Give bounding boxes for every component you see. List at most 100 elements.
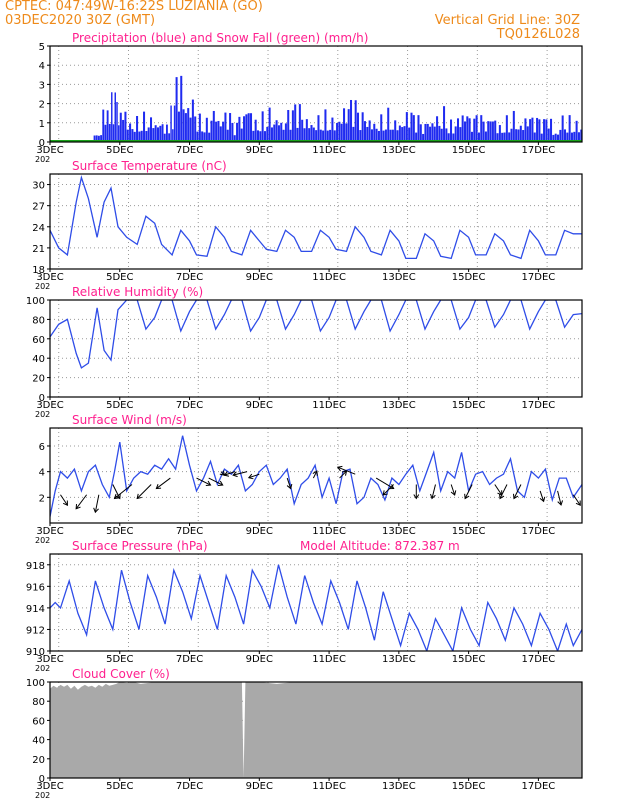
wind-ytick-label: 4 bbox=[39, 468, 45, 479]
precip-bar bbox=[531, 117, 534, 142]
precip-bar bbox=[324, 109, 327, 142]
precip-bar bbox=[543, 119, 546, 142]
precip-bar bbox=[310, 125, 313, 142]
wind-arrow bbox=[60, 494, 68, 506]
precip-bar bbox=[119, 112, 122, 142]
precip-bar bbox=[577, 132, 580, 142]
cloud-frame bbox=[49, 681, 583, 779]
pressure-line bbox=[50, 564, 582, 651]
wind-arrow-head bbox=[499, 493, 505, 500]
precip-bar bbox=[394, 120, 397, 142]
precip-bar bbox=[170, 105, 172, 142]
cloud-ytick-label: 0 bbox=[39, 774, 45, 785]
precip-bar bbox=[433, 126, 436, 142]
temperature-year-stub: 202 bbox=[35, 282, 50, 291]
pressure-ytick-label: 912 bbox=[26, 625, 45, 636]
precip-bar bbox=[568, 115, 571, 142]
precip-bar bbox=[177, 111, 180, 142]
precip-bar bbox=[384, 129, 387, 142]
precip-bar bbox=[366, 126, 369, 142]
humidity-xtick-label: 5DEC bbox=[106, 400, 133, 411]
precip-bar bbox=[356, 112, 360, 142]
precip-bar bbox=[259, 131, 262, 142]
precip-bar bbox=[501, 132, 504, 142]
cloud-ytick-label: 100 bbox=[26, 678, 45, 689]
wind-arrow-head bbox=[232, 471, 238, 478]
wind-arrow bbox=[312, 470, 318, 479]
pressure-subtitle: Model Altitude: 872.387 m bbox=[300, 539, 460, 553]
wind-arrow bbox=[232, 471, 248, 476]
header-grid-note: Vertical Grid Line: 30Z bbox=[434, 13, 580, 28]
precip-bar bbox=[261, 111, 264, 142]
wind-arrow-head bbox=[413, 494, 420, 500]
precip-bar bbox=[447, 133, 450, 142]
precip-bar bbox=[466, 116, 469, 142]
temperature-xtick-label: 5DEC bbox=[106, 272, 133, 283]
temperature-frame bbox=[49, 173, 583, 270]
precip-bar bbox=[359, 130, 362, 142]
temperature-ytick-label: 30 bbox=[32, 181, 45, 192]
precip-bar bbox=[198, 113, 201, 142]
header-station: CPTEC: 047:49W-16:22S LUZIANIA (GO) bbox=[5, 0, 263, 14]
precipitation-ytick-label: 3 bbox=[39, 80, 45, 91]
precip-bar bbox=[156, 127, 160, 142]
humidity-line bbox=[50, 300, 582, 369]
precip-bar bbox=[450, 119, 453, 142]
precip-bar bbox=[477, 132, 480, 142]
wind-arrow-head bbox=[513, 493, 519, 500]
pressure-year-stub: 202 bbox=[35, 664, 50, 673]
cloud-title: Cloud Cover (%) bbox=[72, 667, 170, 681]
precip-bar bbox=[454, 126, 457, 142]
precip-bar bbox=[217, 120, 220, 142]
precip-bar bbox=[445, 128, 448, 142]
precip-bar bbox=[222, 121, 225, 142]
precip-bar bbox=[150, 117, 153, 142]
temperature-ytick-label: 21 bbox=[32, 244, 45, 255]
precip-bar bbox=[231, 122, 234, 142]
precip-bar bbox=[252, 130, 255, 142]
wind-arrow bbox=[208, 477, 223, 486]
pressure-xtick-label: 9DEC bbox=[246, 654, 273, 665]
temperature-title: Surface Temperature (nC) bbox=[72, 159, 227, 173]
precip-bar bbox=[475, 115, 478, 142]
wind-arrow-head bbox=[113, 493, 120, 500]
precip-bar bbox=[419, 124, 422, 142]
precip-bar bbox=[566, 132, 569, 142]
precip-bar bbox=[203, 132, 206, 142]
cloud-ytick-label: 60 bbox=[32, 716, 45, 727]
cloud-xtick-label: 11DEC bbox=[312, 781, 346, 792]
precip-bar bbox=[343, 108, 346, 142]
precip-bar bbox=[373, 123, 376, 142]
precip-bar bbox=[126, 129, 129, 142]
precip-bar bbox=[298, 104, 301, 142]
precip-bar bbox=[547, 128, 550, 142]
humidity-panel: 0 20 40 60 80 100 3DEC 5DEC 7DEC 9DEC 11DEC 13DEC 15… bbox=[26, 285, 583, 419]
precip-bar bbox=[291, 110, 294, 142]
wind-arrow-head bbox=[539, 496, 546, 503]
wind-arrow bbox=[382, 484, 394, 496]
precip-bar bbox=[152, 128, 155, 142]
cloud-series bbox=[50, 682, 582, 778]
wind-arrow-head bbox=[205, 480, 212, 487]
wind-xtick-label: 15DEC bbox=[452, 526, 486, 537]
precip-bar bbox=[368, 120, 371, 142]
precip-bar bbox=[436, 116, 439, 142]
precip-bar bbox=[282, 129, 285, 142]
precip-bar bbox=[512, 110, 515, 142]
wind-arrow bbox=[337, 466, 356, 475]
pressure-xtick-label: 17DEC bbox=[522, 654, 556, 665]
temperature-xtick-label: 9DEC bbox=[246, 272, 273, 283]
precip-bar bbox=[498, 125, 501, 142]
precip-bar bbox=[347, 109, 350, 142]
precip-bar bbox=[224, 112, 227, 142]
precip-bar bbox=[370, 129, 373, 142]
precip-bar bbox=[424, 123, 427, 142]
precip-bar bbox=[563, 129, 567, 142]
precip-bar bbox=[240, 128, 243, 142]
precip-bar bbox=[422, 133, 425, 142]
precip-bar bbox=[580, 129, 582, 142]
precip-bar bbox=[131, 129, 134, 142]
precipitation-ytick-label: 5 bbox=[39, 42, 45, 53]
wind-arrow bbox=[450, 484, 456, 496]
precip-bar bbox=[215, 121, 218, 142]
